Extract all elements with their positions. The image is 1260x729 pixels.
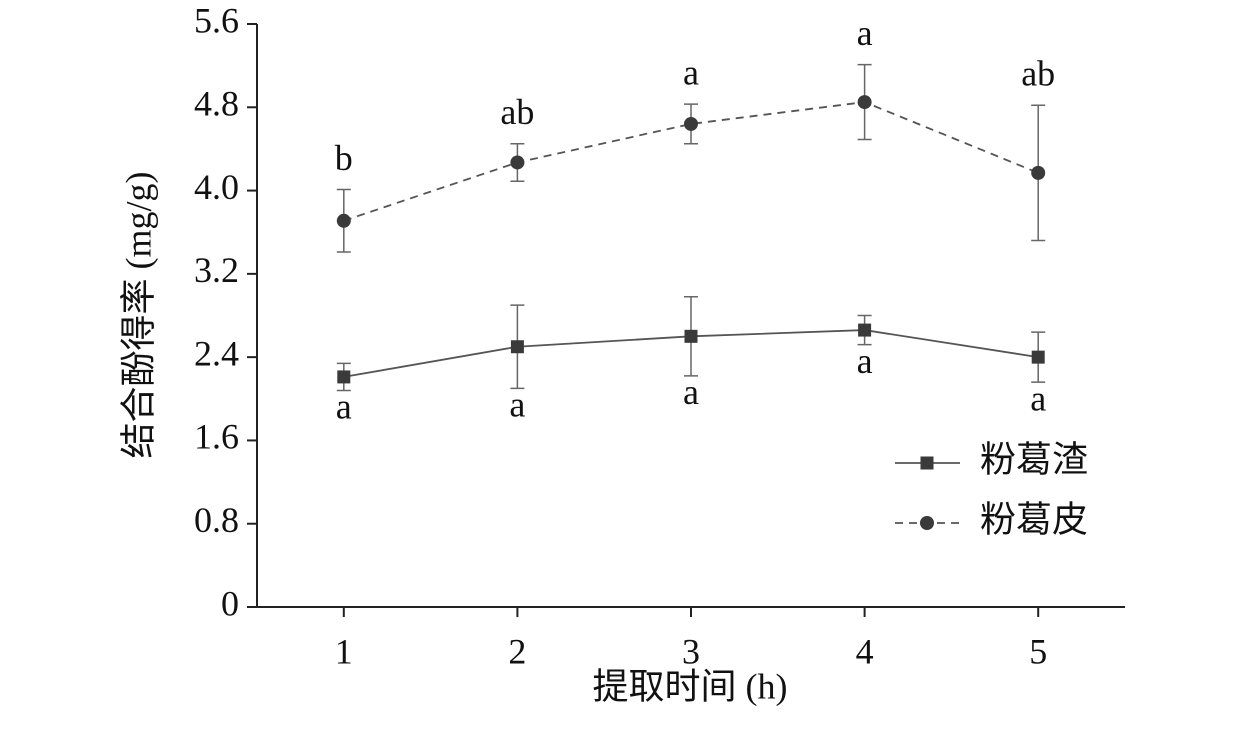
marker bbox=[1031, 350, 1045, 364]
significance-label: a bbox=[683, 372, 699, 412]
y-tick-label: 1.6 bbox=[194, 417, 239, 457]
x-tick-label: 1 bbox=[335, 631, 353, 671]
y-tick-label: 5.6 bbox=[194, 0, 239, 40]
x-tick-label: 3 bbox=[682, 631, 700, 671]
significance-label: a bbox=[857, 13, 873, 53]
x-axis-label: 提取时间 (h) bbox=[593, 666, 788, 706]
legend-label: 粉葛皮 bbox=[980, 499, 1088, 539]
y-tick-label: 4.8 bbox=[194, 84, 239, 124]
marker bbox=[684, 329, 698, 343]
marker bbox=[857, 95, 872, 110]
significance-label: b bbox=[335, 138, 353, 178]
x-tick-label: 5 bbox=[1029, 631, 1047, 671]
significance-label: a bbox=[336, 387, 352, 427]
y-tick-label: 3.2 bbox=[194, 250, 239, 290]
legend-label: 粉葛渣 bbox=[980, 439, 1088, 479]
y-tick-label: 0.8 bbox=[194, 500, 239, 540]
legend-marker bbox=[920, 456, 934, 470]
x-tick-label: 4 bbox=[856, 631, 874, 671]
x-tick-label: 2 bbox=[508, 631, 526, 671]
y-tick-label: 4.0 bbox=[194, 167, 239, 207]
marker bbox=[336, 213, 351, 228]
y-tick-label: 0 bbox=[221, 583, 239, 623]
significance-label: a bbox=[857, 341, 873, 381]
significance-label: a bbox=[509, 385, 525, 425]
marker bbox=[510, 340, 524, 354]
significance-label: ab bbox=[500, 92, 534, 132]
significance-label: a bbox=[683, 52, 699, 92]
y-tick-label: 2.4 bbox=[194, 333, 239, 373]
marker bbox=[337, 370, 351, 384]
significance-label: ab bbox=[1021, 53, 1055, 93]
marker bbox=[1031, 165, 1046, 180]
significance-label: a bbox=[1030, 378, 1046, 418]
marker bbox=[858, 323, 872, 337]
legend-marker bbox=[920, 516, 934, 530]
marker bbox=[510, 155, 525, 170]
y-axis-label: 结合酚得率 (mg/g) bbox=[118, 172, 158, 459]
marker bbox=[684, 116, 698, 131]
